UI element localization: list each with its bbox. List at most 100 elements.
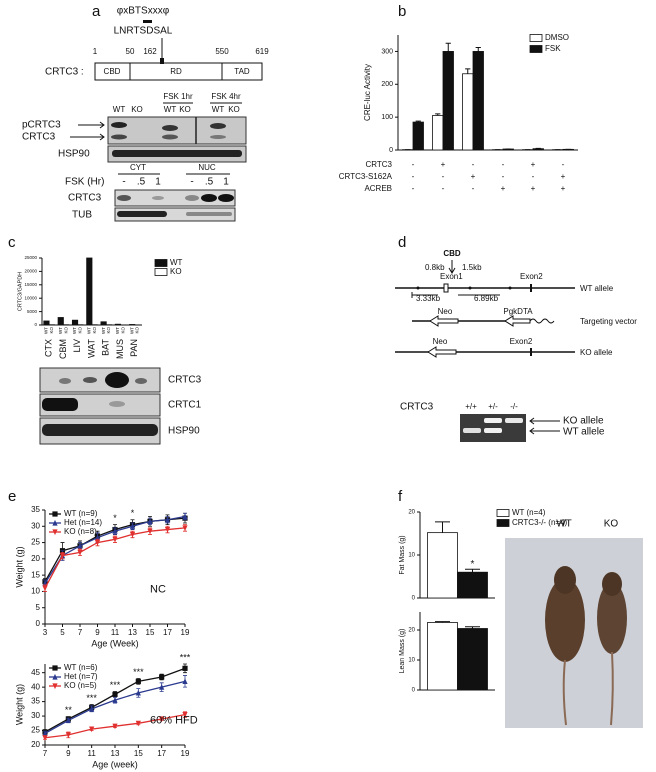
y-tick-label: 15 [31, 570, 40, 579]
y-axis-label: CRE-luc Activity [363, 64, 372, 121]
condition-sign: + [531, 160, 536, 169]
band [210, 123, 226, 129]
band [117, 211, 167, 217]
point [94, 539, 101, 546]
y-tick-label: 0 [412, 688, 416, 694]
x-tick-label: 15 [146, 628, 155, 637]
bar-label: WT [115, 327, 120, 334]
legend-label: KO (n=5) [64, 681, 97, 690]
point [182, 678, 188, 684]
y-axis-label: Fat Mass (g) [399, 535, 406, 574]
band [111, 122, 127, 128]
condition-sign: + [561, 172, 566, 181]
distance-label: 0.8kb [425, 263, 445, 272]
x-tick-label: 3 [43, 628, 48, 637]
y-axis-label: Lean Mass (g) [399, 629, 406, 674]
point [147, 518, 153, 524]
gel-band [505, 418, 523, 423]
distance-label: 1.5kb [462, 263, 482, 272]
x-tick-label: 17 [157, 749, 166, 758]
dta-arrow [504, 315, 531, 327]
legend-swatch [496, 519, 510, 527]
y-tick-label: 20 [408, 510, 415, 516]
legend-swatch [529, 34, 543, 42]
point [135, 678, 141, 684]
domain-label: RD [170, 67, 182, 76]
band [201, 194, 217, 202]
point [77, 549, 83, 556]
condition-label: 60% HFD [150, 715, 198, 727]
legend-label: FSK [545, 44, 561, 53]
y-tick-label: 10000 [24, 295, 37, 300]
point [182, 665, 188, 671]
panel-label: a [92, 3, 101, 20]
band [42, 424, 158, 436]
y-tick-label: 20 [31, 554, 40, 563]
exon-label: Exon2 [510, 337, 533, 346]
x-tick-label: 19 [181, 749, 190, 758]
x-tick-label: WAT [86, 339, 96, 358]
lane-label: WT [212, 105, 225, 114]
error-bar [435, 521, 450, 533]
band-label: KO allele [563, 416, 604, 427]
condition-sign: - [412, 160, 415, 169]
y-tick-label: 25 [31, 726, 40, 735]
error-bar [435, 621, 450, 623]
panel-label: c [8, 234, 16, 251]
point [65, 717, 71, 724]
domain-label: CBD [104, 67, 121, 76]
condition-name: CRTC3-S162A [339, 172, 393, 181]
lane-label: KO [228, 105, 240, 114]
bar-label: WT [72, 327, 77, 334]
condition-sign: - [502, 172, 505, 181]
band-label: WT allele [563, 427, 605, 438]
bar-label: WT [129, 327, 134, 334]
point [164, 516, 171, 523]
point [42, 730, 48, 737]
arrow [70, 121, 105, 141]
blot-row-label: HSP90 [58, 149, 90, 160]
photo-label: WT [556, 519, 572, 530]
condition-sign: + [561, 184, 566, 193]
y-axis-label: Weight (g) [14, 684, 24, 725]
panel-label: b [398, 3, 406, 20]
bar [129, 324, 136, 326]
y-tick-label: 40 [31, 682, 40, 691]
condition-sign: + [501, 184, 506, 193]
point [52, 519, 58, 526]
bar-label: KO [106, 327, 111, 334]
exon-label: Exon1 [440, 272, 463, 281]
cassette-label: Neo [433, 337, 448, 346]
x-tick-label: 13 [111, 749, 120, 758]
panel-a: φxBTSxxxφ LNRTSDSAL 1 50 162 550 619 CRT… [22, 6, 269, 222]
y-tick-label: 35 [31, 505, 40, 514]
position: 550 [215, 47, 229, 56]
distance-label: 6.89kb [474, 294, 499, 303]
blot [107, 116, 247, 145]
neo-arrow [429, 315, 459, 327]
condition-sign: - [412, 172, 415, 181]
legend-swatch [154, 268, 168, 276]
x-tick-label: PAN [129, 339, 139, 357]
y-tick-label: 45 [31, 668, 40, 677]
significance: *** [180, 652, 191, 662]
lane-label: - [190, 177, 193, 188]
panel-label: f [398, 488, 403, 505]
gel-band [484, 418, 502, 423]
point [182, 525, 188, 532]
point [52, 683, 58, 690]
x-tick-label: CTX [44, 339, 54, 357]
y-tick-label: 25 [31, 538, 40, 547]
sequence: LNRTSDSAL [114, 26, 173, 37]
x-tick-label: BAT [101, 339, 111, 356]
lane-label: KO [179, 105, 191, 114]
lane-label: - [122, 177, 125, 188]
point [159, 716, 165, 723]
cbd-label: CBD [443, 249, 461, 258]
bar [412, 121, 424, 151]
condition-label: FSK (Hr) [65, 177, 104, 188]
band [210, 135, 226, 139]
cassette-label: PgkDTA [503, 307, 533, 316]
y-tick-label: 5 [36, 603, 41, 612]
